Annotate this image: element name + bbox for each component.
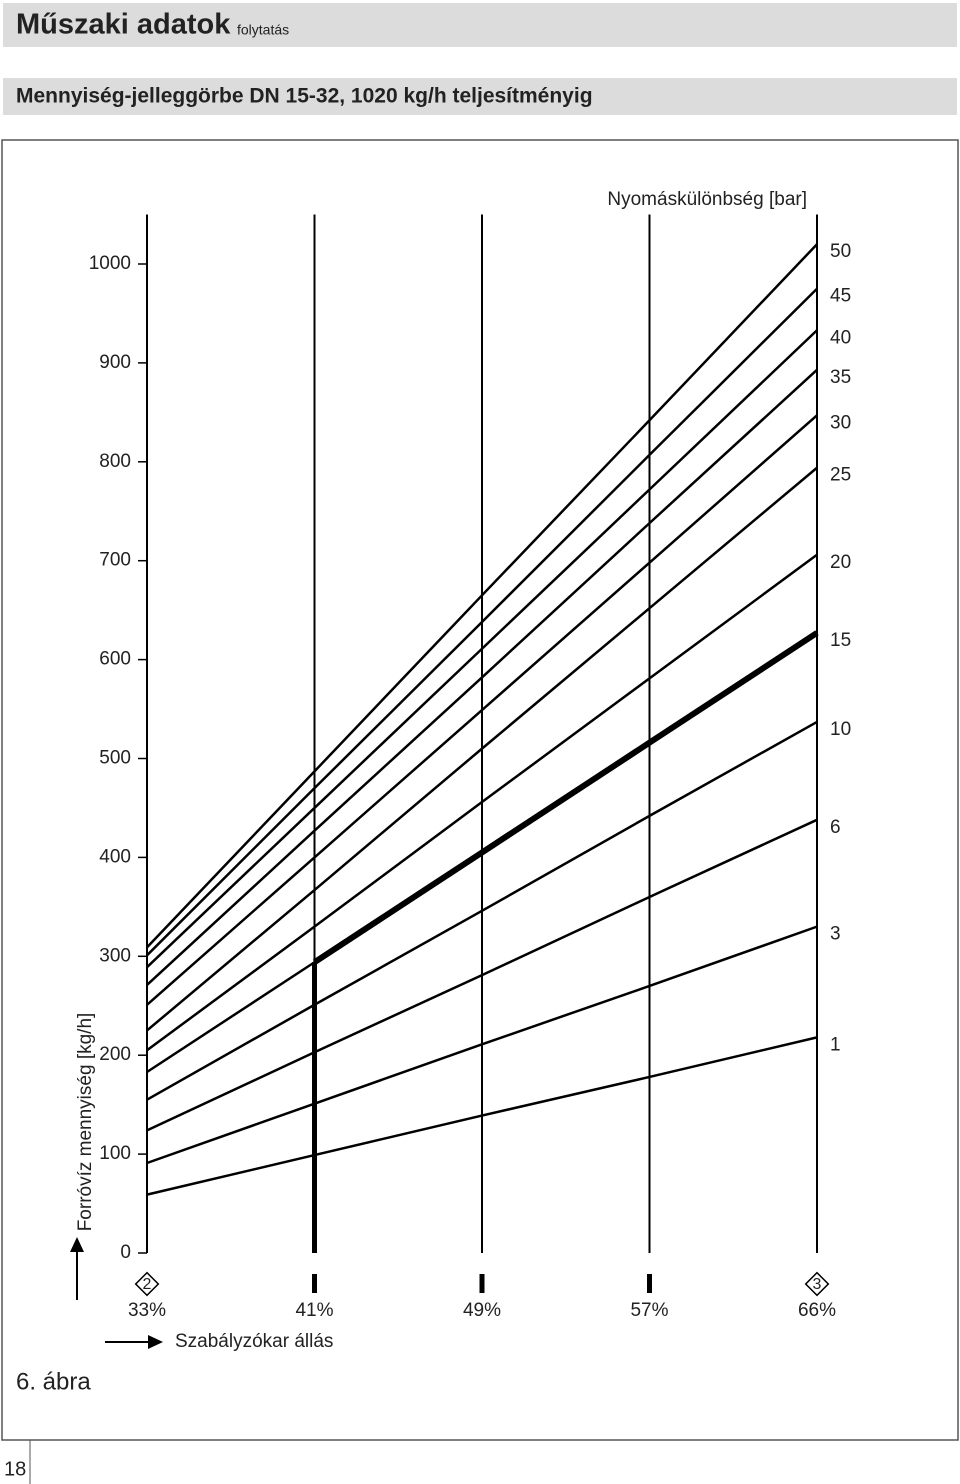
legend-entry: 45 xyxy=(830,286,851,307)
legend-entry: 10 xyxy=(830,719,851,740)
y-tick-label: 200 xyxy=(99,1044,131,1065)
legend-entry: 50 xyxy=(830,241,851,262)
y-tick-label: 900 xyxy=(99,352,131,373)
y-tick-label: 500 xyxy=(99,748,131,769)
legend-entry: 6 xyxy=(830,817,841,838)
legend-entry: 3 xyxy=(830,924,841,945)
series-line xyxy=(146,818,818,1132)
legend-entry: 35 xyxy=(830,367,851,388)
series-line xyxy=(146,1036,818,1196)
y-tick-label: 600 xyxy=(99,649,131,670)
legend-entry: 1 xyxy=(830,1034,841,1055)
series-line xyxy=(146,466,818,1032)
y-tick-label: 800 xyxy=(99,451,131,472)
page-title: Műszaki adatok xyxy=(16,9,231,41)
y-tick-label: 300 xyxy=(99,945,131,966)
series-line xyxy=(146,720,818,1101)
x-tick-label: 41% xyxy=(295,1300,333,1321)
example-line xyxy=(312,630,819,965)
legend-entry: 15 xyxy=(830,630,851,651)
series-line xyxy=(146,553,818,1052)
header-band xyxy=(3,3,957,47)
legend-entry: 40 xyxy=(830,327,851,348)
series-line xyxy=(146,368,818,986)
x-tick-label: 57% xyxy=(630,1300,668,1321)
page-subtitle: folytatás xyxy=(237,22,289,38)
x-tick-label: 33% xyxy=(128,1300,166,1321)
figure-frame xyxy=(1,139,959,1441)
series-line xyxy=(146,414,818,1006)
x-tick-label: 66% xyxy=(798,1300,836,1321)
y-axis-arrowhead xyxy=(70,1237,84,1252)
section-title: Mennyiség-jelleggörbe DN 15-32, 1020 kg/… xyxy=(16,85,593,108)
position-marker xyxy=(134,1271,160,1297)
x-tick-label: 49% xyxy=(463,1300,501,1321)
legend-entry: 30 xyxy=(830,412,851,433)
section-band xyxy=(3,78,957,115)
position-marker-label: 3 xyxy=(813,1276,822,1293)
x-axis-title: Szabályzókar állás xyxy=(175,1331,333,1352)
legend-title: Nyomáskülönbség [bar] xyxy=(607,189,807,210)
series-line xyxy=(146,329,818,969)
y-tick-label: 700 xyxy=(99,550,131,571)
page-number: 18 xyxy=(4,1458,26,1480)
y-tick-label: 0 xyxy=(120,1242,131,1263)
position-marker xyxy=(804,1271,830,1297)
x-axis-arrowhead xyxy=(148,1335,163,1349)
y-tick-label: 1000 xyxy=(89,253,131,274)
series-line xyxy=(146,287,818,957)
series-line xyxy=(146,243,818,949)
legend-entry: 20 xyxy=(830,552,851,573)
y-tick-label: 100 xyxy=(99,1143,131,1164)
position-marker-label: 2 xyxy=(143,1276,152,1293)
legend-entry: 25 xyxy=(830,465,851,486)
figure-label: 6. ábra xyxy=(16,1368,91,1395)
y-axis-title: Forróvíz mennyiség [kg/h] xyxy=(75,1013,96,1232)
series-line xyxy=(146,925,818,1165)
y-tick-label: 400 xyxy=(99,846,131,867)
